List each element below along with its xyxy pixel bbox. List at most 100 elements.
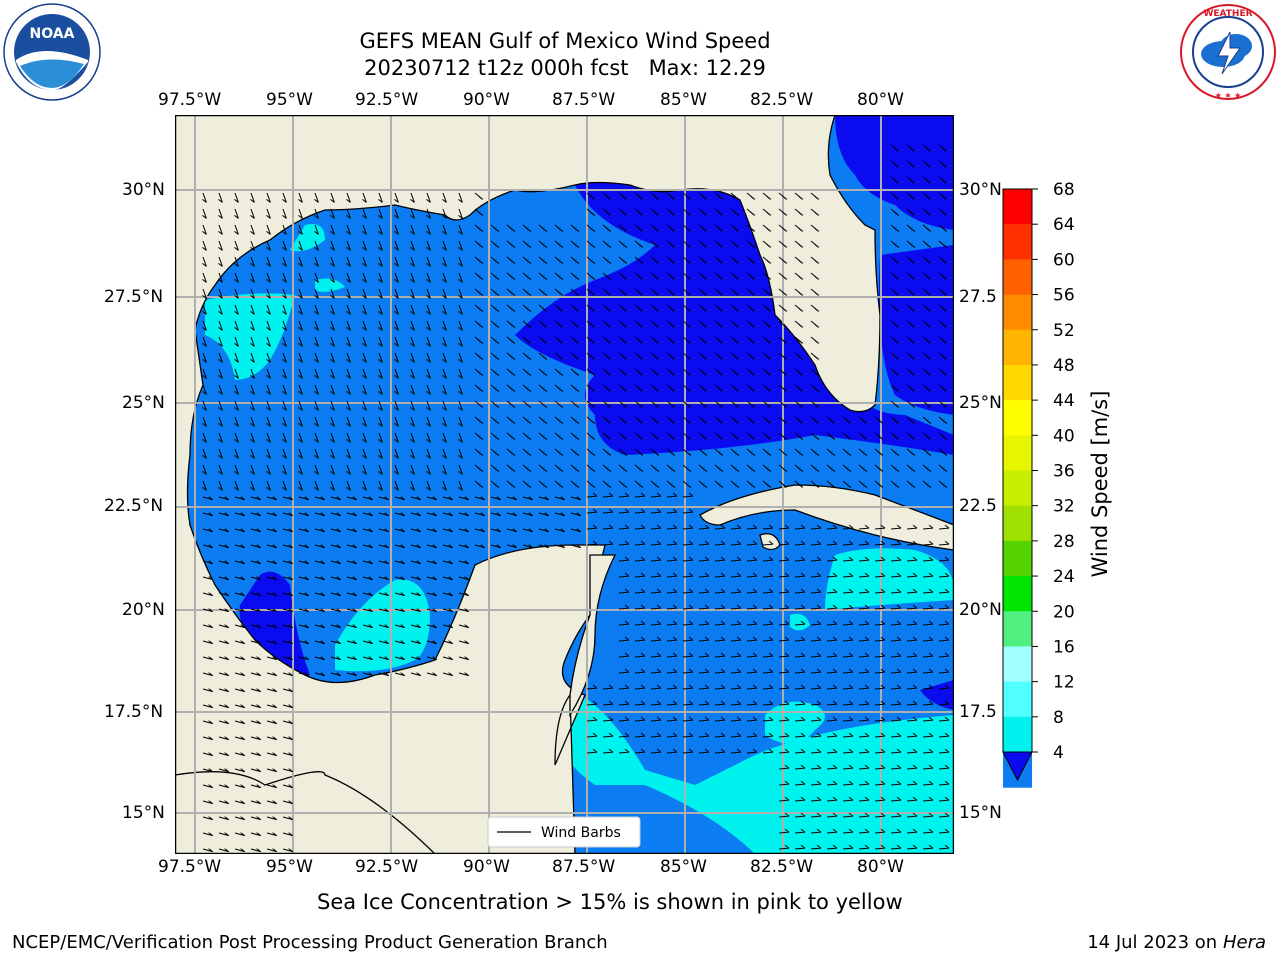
wind-barb xyxy=(442,320,447,331)
wind-barb-flag xyxy=(558,259,564,264)
wind-barb-flag xyxy=(574,323,580,328)
wind-barb-flag xyxy=(448,672,454,676)
wind-barb xyxy=(346,320,351,331)
wind-barb xyxy=(762,527,774,530)
colorbar-segment xyxy=(1003,646,1032,683)
wind-barb xyxy=(810,831,822,834)
wind-barb xyxy=(410,336,415,347)
wind-barb xyxy=(282,336,287,347)
wind-barb-flag xyxy=(704,524,710,529)
wind-barb xyxy=(378,624,389,629)
wind-barb-flag xyxy=(622,196,628,200)
wind-barb-flag xyxy=(798,212,804,216)
wind-barb-flag xyxy=(218,199,223,203)
wind-barb-flag xyxy=(272,800,277,804)
wind-barb-flag xyxy=(442,358,447,363)
wind-barb xyxy=(250,512,261,517)
wind-barb-flag xyxy=(704,556,710,561)
wind-barb-flag xyxy=(558,451,564,456)
wind-barb xyxy=(314,656,325,661)
svg-text:WEATHER: WEATHER xyxy=(1203,9,1252,19)
wind-barb-flag xyxy=(624,748,630,753)
wind-barb-flag xyxy=(458,406,463,411)
wind-barb xyxy=(890,735,902,738)
wind-barb-flag xyxy=(362,262,367,267)
wind-barb-flag xyxy=(416,672,421,676)
wind-barb-flag xyxy=(218,470,223,475)
wind-barb xyxy=(666,671,678,674)
wind-barb xyxy=(810,719,822,722)
wind-barb-flag xyxy=(558,403,564,408)
wind-barb xyxy=(938,655,950,658)
wind-barb-flag xyxy=(218,438,223,443)
wind-barb-flag xyxy=(478,228,484,232)
wind-barb xyxy=(410,624,421,629)
wind-barb-flag xyxy=(926,483,932,488)
wind-barb xyxy=(234,736,245,741)
wind-barb xyxy=(218,240,223,251)
wind-barb xyxy=(810,687,822,690)
wind-barb-flag xyxy=(336,624,341,628)
wind-barb xyxy=(762,655,774,658)
wind-barb-flag xyxy=(208,784,214,788)
wind-barb xyxy=(778,543,790,546)
wind-barb xyxy=(394,368,399,379)
wind-barb xyxy=(282,768,293,773)
wind-barb-flag xyxy=(266,199,271,203)
wind-barb xyxy=(202,480,207,491)
wind-barb-flag xyxy=(880,572,886,577)
wind-barb-flag xyxy=(250,246,255,251)
wind-barb-flag xyxy=(510,243,516,248)
colorbar-segment xyxy=(1003,611,1032,647)
lat-label: 22.5°N xyxy=(104,496,164,516)
wind-barb-flag xyxy=(864,556,870,561)
wind-barb-flag xyxy=(846,419,852,424)
wind-barb-flag xyxy=(432,560,438,565)
wind-barb xyxy=(634,575,646,578)
wind-barb-flag xyxy=(256,512,261,517)
wind-barb-flag xyxy=(798,371,804,376)
wind-barb xyxy=(298,240,303,251)
wind-barb-flag xyxy=(686,291,692,296)
wind-barb-flag xyxy=(800,620,806,625)
wind-barb-flag xyxy=(202,199,207,203)
wind-barb-flag xyxy=(928,684,934,689)
wind-barb xyxy=(346,272,351,283)
wind-barb-flag xyxy=(896,796,902,801)
wind-barb-flag xyxy=(622,403,628,408)
wind-barb-flag xyxy=(640,572,646,577)
wind-barb xyxy=(426,512,437,517)
wind-barb-flag xyxy=(458,454,463,459)
wind-barb-flag xyxy=(362,246,367,251)
wind-barb xyxy=(362,288,367,299)
wind-barb-flag xyxy=(912,844,918,849)
wind-barb-flag xyxy=(942,275,948,280)
wind-barb-flag xyxy=(750,259,756,264)
wind-barb-flag xyxy=(640,588,646,593)
wind-barb xyxy=(314,480,319,491)
wind-barb-flag xyxy=(558,291,564,296)
wind-barb xyxy=(330,400,335,411)
wind-barb-flag xyxy=(384,624,389,628)
wind-barb-flag xyxy=(718,371,724,376)
wind-barb-flag xyxy=(234,278,239,283)
wind-barb xyxy=(378,656,389,661)
wind-barb xyxy=(826,831,838,834)
wind-barb xyxy=(250,224,255,235)
wind-barb xyxy=(314,304,319,315)
wind-barb-flag xyxy=(574,419,580,424)
wind-barb-flag xyxy=(394,406,399,411)
wind-barb-flag xyxy=(256,848,261,852)
wind-barb xyxy=(298,672,309,677)
wind-barb-flag xyxy=(624,540,630,545)
wind-barb xyxy=(298,304,303,315)
wind-barb-flag xyxy=(880,812,886,817)
wind-barb-flag xyxy=(910,228,916,232)
wind-barb-flag xyxy=(766,419,772,424)
wind-barb-flag xyxy=(378,454,383,459)
lon-label: 82.5°W xyxy=(750,90,814,110)
wind-barb xyxy=(234,192,239,203)
wind-barb xyxy=(874,847,886,850)
wind-barb-flag xyxy=(240,624,245,628)
wind-barb-flag xyxy=(638,435,644,440)
